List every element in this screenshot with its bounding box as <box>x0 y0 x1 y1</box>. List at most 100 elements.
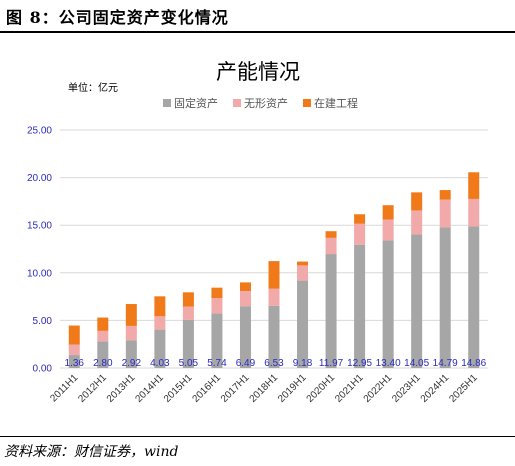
bar-segment <box>325 231 337 238</box>
bar-segment <box>97 330 109 342</box>
bar-segment <box>297 265 309 281</box>
bar-segment <box>297 261 309 266</box>
data-label: 11.97 <box>319 358 344 369</box>
bar-segment <box>211 287 223 299</box>
bar-segment <box>382 219 394 241</box>
x-tick-label: 2014H1 <box>133 372 166 405</box>
bar-segment <box>182 319 194 368</box>
bar-segment <box>439 199 451 228</box>
data-label: 4.03 <box>150 358 170 369</box>
legend-swatch <box>233 99 241 107</box>
data-label: 2.92 <box>122 358 142 369</box>
top-rule <box>0 31 515 33</box>
bar-segment <box>239 282 251 291</box>
y-axis-ticks: 0.00 5.00 10.00 15.00 20.00 25.00 <box>27 126 52 375</box>
y-tick-label: 10.00 <box>27 268 52 279</box>
bar-segment <box>268 288 280 306</box>
bar-segment <box>211 313 223 368</box>
bar-segment <box>97 317 109 331</box>
data-label: 14.05 <box>404 358 429 369</box>
source-note: 资料来源：财信证券，wind <box>4 444 179 460</box>
bar-segment <box>382 240 394 368</box>
chart-title: 产能情况 <box>216 60 300 84</box>
x-tick-label: 2023H1 <box>390 372 423 405</box>
bar-segment <box>468 198 480 227</box>
bar-segment <box>182 292 194 307</box>
bar-segment <box>97 341 109 368</box>
data-label: 6.53 <box>264 358 284 369</box>
data-label: 5.05 <box>179 358 199 369</box>
data-label: 1.36 <box>65 358 85 369</box>
unit-label: 单位：亿元 <box>68 81 118 94</box>
bar-segment <box>468 226 480 368</box>
bar-segment <box>154 296 166 317</box>
data-label: 14.86 <box>461 358 486 369</box>
bar-segment <box>411 234 423 368</box>
bar-segment <box>125 340 137 368</box>
x-tick-label: 2012H1 <box>76 372 109 405</box>
bar-segment <box>411 192 423 211</box>
x-tick-label: 2015H1 <box>162 372 195 405</box>
x-tick-label: 2013H1 <box>105 372 138 405</box>
bar-segment <box>268 261 280 289</box>
bar-segment <box>125 325 137 341</box>
bar-segment <box>382 205 394 220</box>
bar-segment <box>297 280 309 368</box>
bar-segment <box>211 298 223 314</box>
legend-label: 无形资产 <box>244 96 288 110</box>
x-tick-label: 2020H1 <box>305 372 338 405</box>
data-label: 12.95 <box>347 358 372 369</box>
x-tick-label: 2019H1 <box>276 372 309 405</box>
bar-segment <box>68 355 80 368</box>
legend-swatch <box>303 99 311 107</box>
data-label: 14.79 <box>433 358 458 369</box>
x-tick-label: 2022H1 <box>362 372 395 405</box>
x-tick-label: 2016H1 <box>191 372 224 405</box>
figure-title: 图 8：公司固定资产变化情况 <box>6 8 229 27</box>
figure-header: 图 8：公司固定资产变化情况 <box>0 0 515 32</box>
data-labels: 1.36 2.80 2.92 4.03 5.05 5.74 6.49 6.53 9.18 11.9… <box>65 358 487 369</box>
bar-segment <box>354 214 366 224</box>
stacked-bar-chart: 产能情况 单位：亿元 固定资产 无形资产 在建工程 0.00 5.00 10.00 15.… <box>27 60 488 405</box>
bar-segment <box>325 237 337 255</box>
x-axis-ticks: 2011H12012H12013H12014H12015H12016H12017… <box>48 372 480 405</box>
bar-segment <box>154 329 166 368</box>
data-label: 6.49 <box>236 358 256 369</box>
bar-segment <box>125 304 137 326</box>
y-tick-label: 25.00 <box>27 126 52 137</box>
bar-segment <box>411 210 423 235</box>
bottom-rule <box>0 436 515 437</box>
bar-segment <box>354 223 366 245</box>
y-tick-label: 20.00 <box>27 173 52 184</box>
y-tick-label: 0.00 <box>33 364 53 375</box>
bar-segment <box>468 172 480 199</box>
x-tick-label: 2017H1 <box>219 372 252 405</box>
bar-segment <box>239 306 251 368</box>
bar-segment <box>354 244 366 368</box>
bar-segment <box>268 305 280 368</box>
legend: 固定资产 无形资产 在建工程 <box>163 96 358 110</box>
bars <box>68 172 480 368</box>
bar-segment <box>68 325 80 345</box>
y-tick-label: 5.00 <box>33 316 53 327</box>
bar-segment <box>439 190 451 200</box>
bar-segment <box>68 344 80 356</box>
legend-label: 固定资产 <box>174 96 218 110</box>
x-tick-label: 2024H1 <box>419 372 452 405</box>
bar-segment <box>239 290 251 307</box>
bar-segment <box>154 316 166 330</box>
bar-segment <box>439 227 451 368</box>
bar-segment <box>182 306 194 320</box>
x-tick-label: 2025H1 <box>447 372 480 405</box>
y-tick-label: 15.00 <box>27 221 52 232</box>
data-label: 13.40 <box>376 358 401 369</box>
data-label: 9.18 <box>293 358 313 369</box>
x-tick-label: 2021H1 <box>333 372 366 405</box>
x-tick-label: 2011H1 <box>48 372 80 404</box>
legend-label: 在建工程 <box>314 96 358 110</box>
legend-swatch <box>163 99 171 107</box>
x-tick-label: 2018H1 <box>248 372 281 405</box>
bar-segment <box>325 254 337 368</box>
data-label: 5.74 <box>207 358 227 369</box>
data-label: 2.80 <box>93 358 113 369</box>
